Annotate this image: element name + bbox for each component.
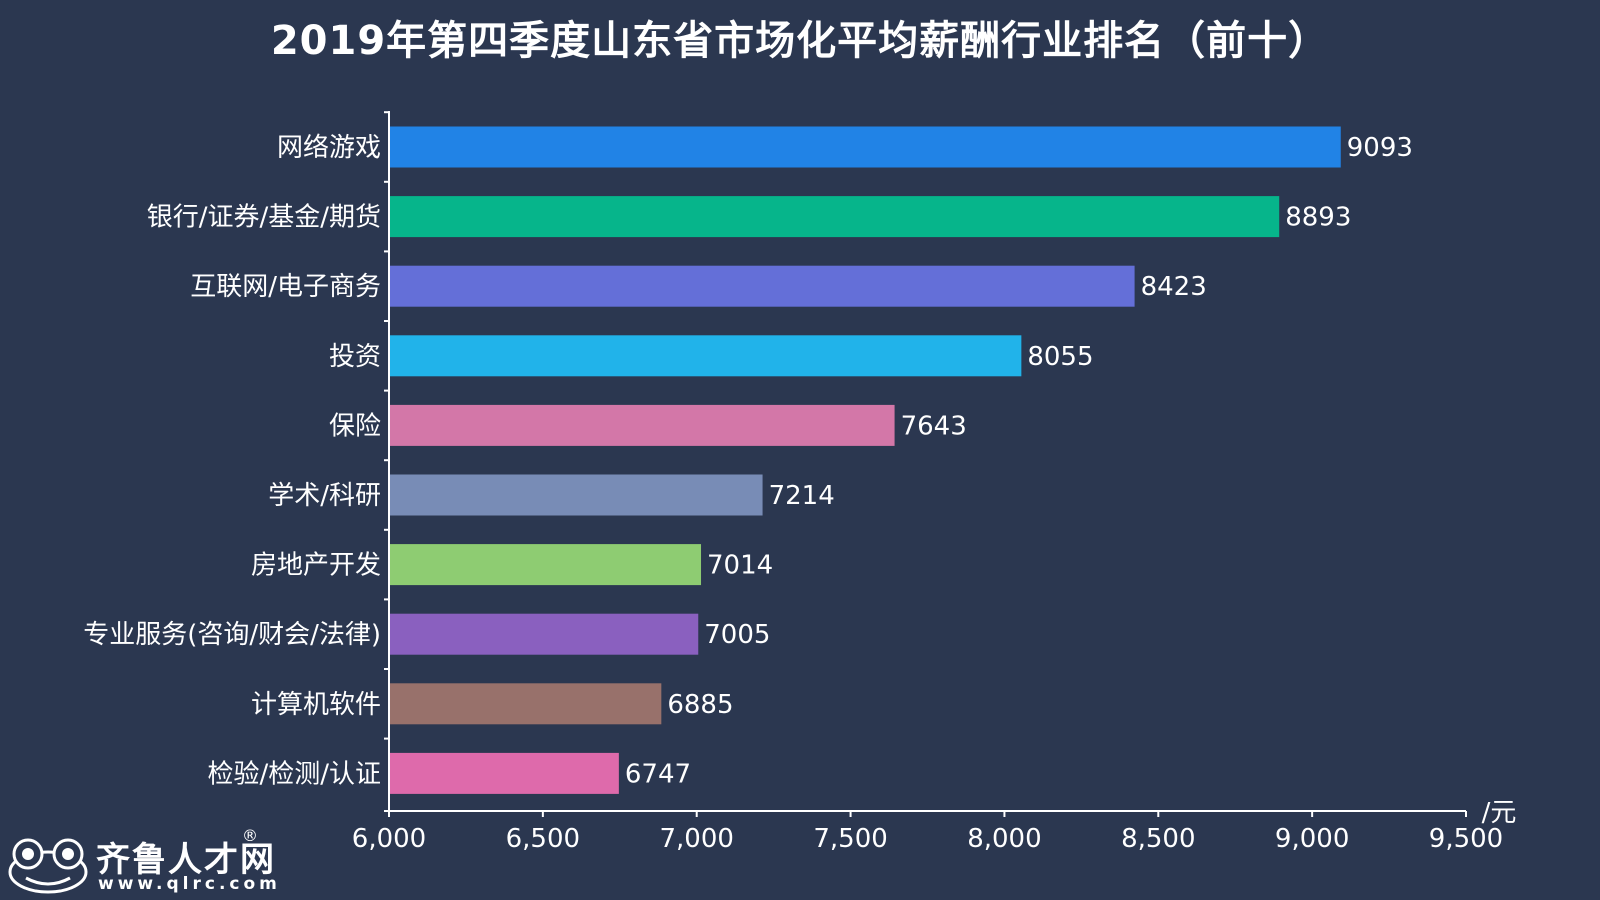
- x-tick-label: 8,000: [967, 824, 1041, 854]
- bar: [390, 404, 895, 446]
- bar: [390, 613, 699, 655]
- x-tick-label: 9,500: [1429, 824, 1503, 854]
- category-label: 专业服务(咨询/财会/法律): [83, 620, 381, 650]
- x-tick-label: 7,500: [813, 824, 887, 854]
- bar: [390, 683, 662, 725]
- category-label: 网络游戏: [277, 133, 381, 163]
- value-label: 9093: [1347, 133, 1413, 163]
- category-label: 保险: [329, 411, 381, 441]
- category-label: 学术/科研: [268, 481, 381, 511]
- bars-layer: [390, 126, 1341, 794]
- bar: [390, 196, 1280, 238]
- bar: [390, 474, 763, 516]
- value-label: 7014: [707, 551, 773, 581]
- category-label: 投资: [329, 342, 381, 372]
- value-label: 8055: [1027, 342, 1093, 372]
- category-label: 互联网/电子商务: [190, 272, 381, 302]
- logo: 齐鲁人才网 ® www.qlrc.com: [6, 826, 306, 898]
- frog-logo-icon: [8, 838, 88, 894]
- bar: [390, 752, 619, 794]
- bar: [390, 335, 1022, 377]
- bar: [390, 544, 702, 586]
- value-label: 8893: [1285, 203, 1351, 233]
- category-label: 房地产开发: [251, 551, 381, 581]
- value-label: 8423: [1141, 272, 1207, 302]
- logo-url: www.qlrc.com: [98, 874, 281, 894]
- bar: [390, 265, 1135, 307]
- category-label: 检验/检测/认证: [207, 759, 381, 789]
- unit-label: /元: [1482, 798, 1517, 828]
- axis-layer: 网络游戏 9093 银行/证券/基金/期货 8893 互联网/电子商务 8423 投资 805…: [83, 111, 1516, 854]
- logo-name: 齐鲁人才网: [96, 840, 276, 880]
- chart-title: 2019年第四季度山东省市场化平均薪酬行业排名（前十）: [270, 18, 1330, 64]
- x-tick-label: 9,000: [1275, 824, 1349, 854]
- x-tick-label: 7,000: [659, 824, 733, 854]
- x-tick-label: 8,500: [1121, 824, 1195, 854]
- category-label: 计算机软件: [251, 690, 381, 720]
- value-label: 6885: [667, 690, 733, 720]
- x-tick-label: 6,000: [352, 824, 426, 854]
- registered-mark: ®: [242, 826, 258, 845]
- category-label: 银行/证券/基金/期货: [147, 203, 381, 233]
- value-label: 6747: [625, 759, 691, 789]
- x-tick-label: 6,500: [506, 824, 580, 854]
- value-label: 7005: [704, 620, 770, 650]
- value-label: 7643: [901, 411, 967, 441]
- bar: [390, 126, 1341, 168]
- value-label: 7214: [769, 481, 835, 511]
